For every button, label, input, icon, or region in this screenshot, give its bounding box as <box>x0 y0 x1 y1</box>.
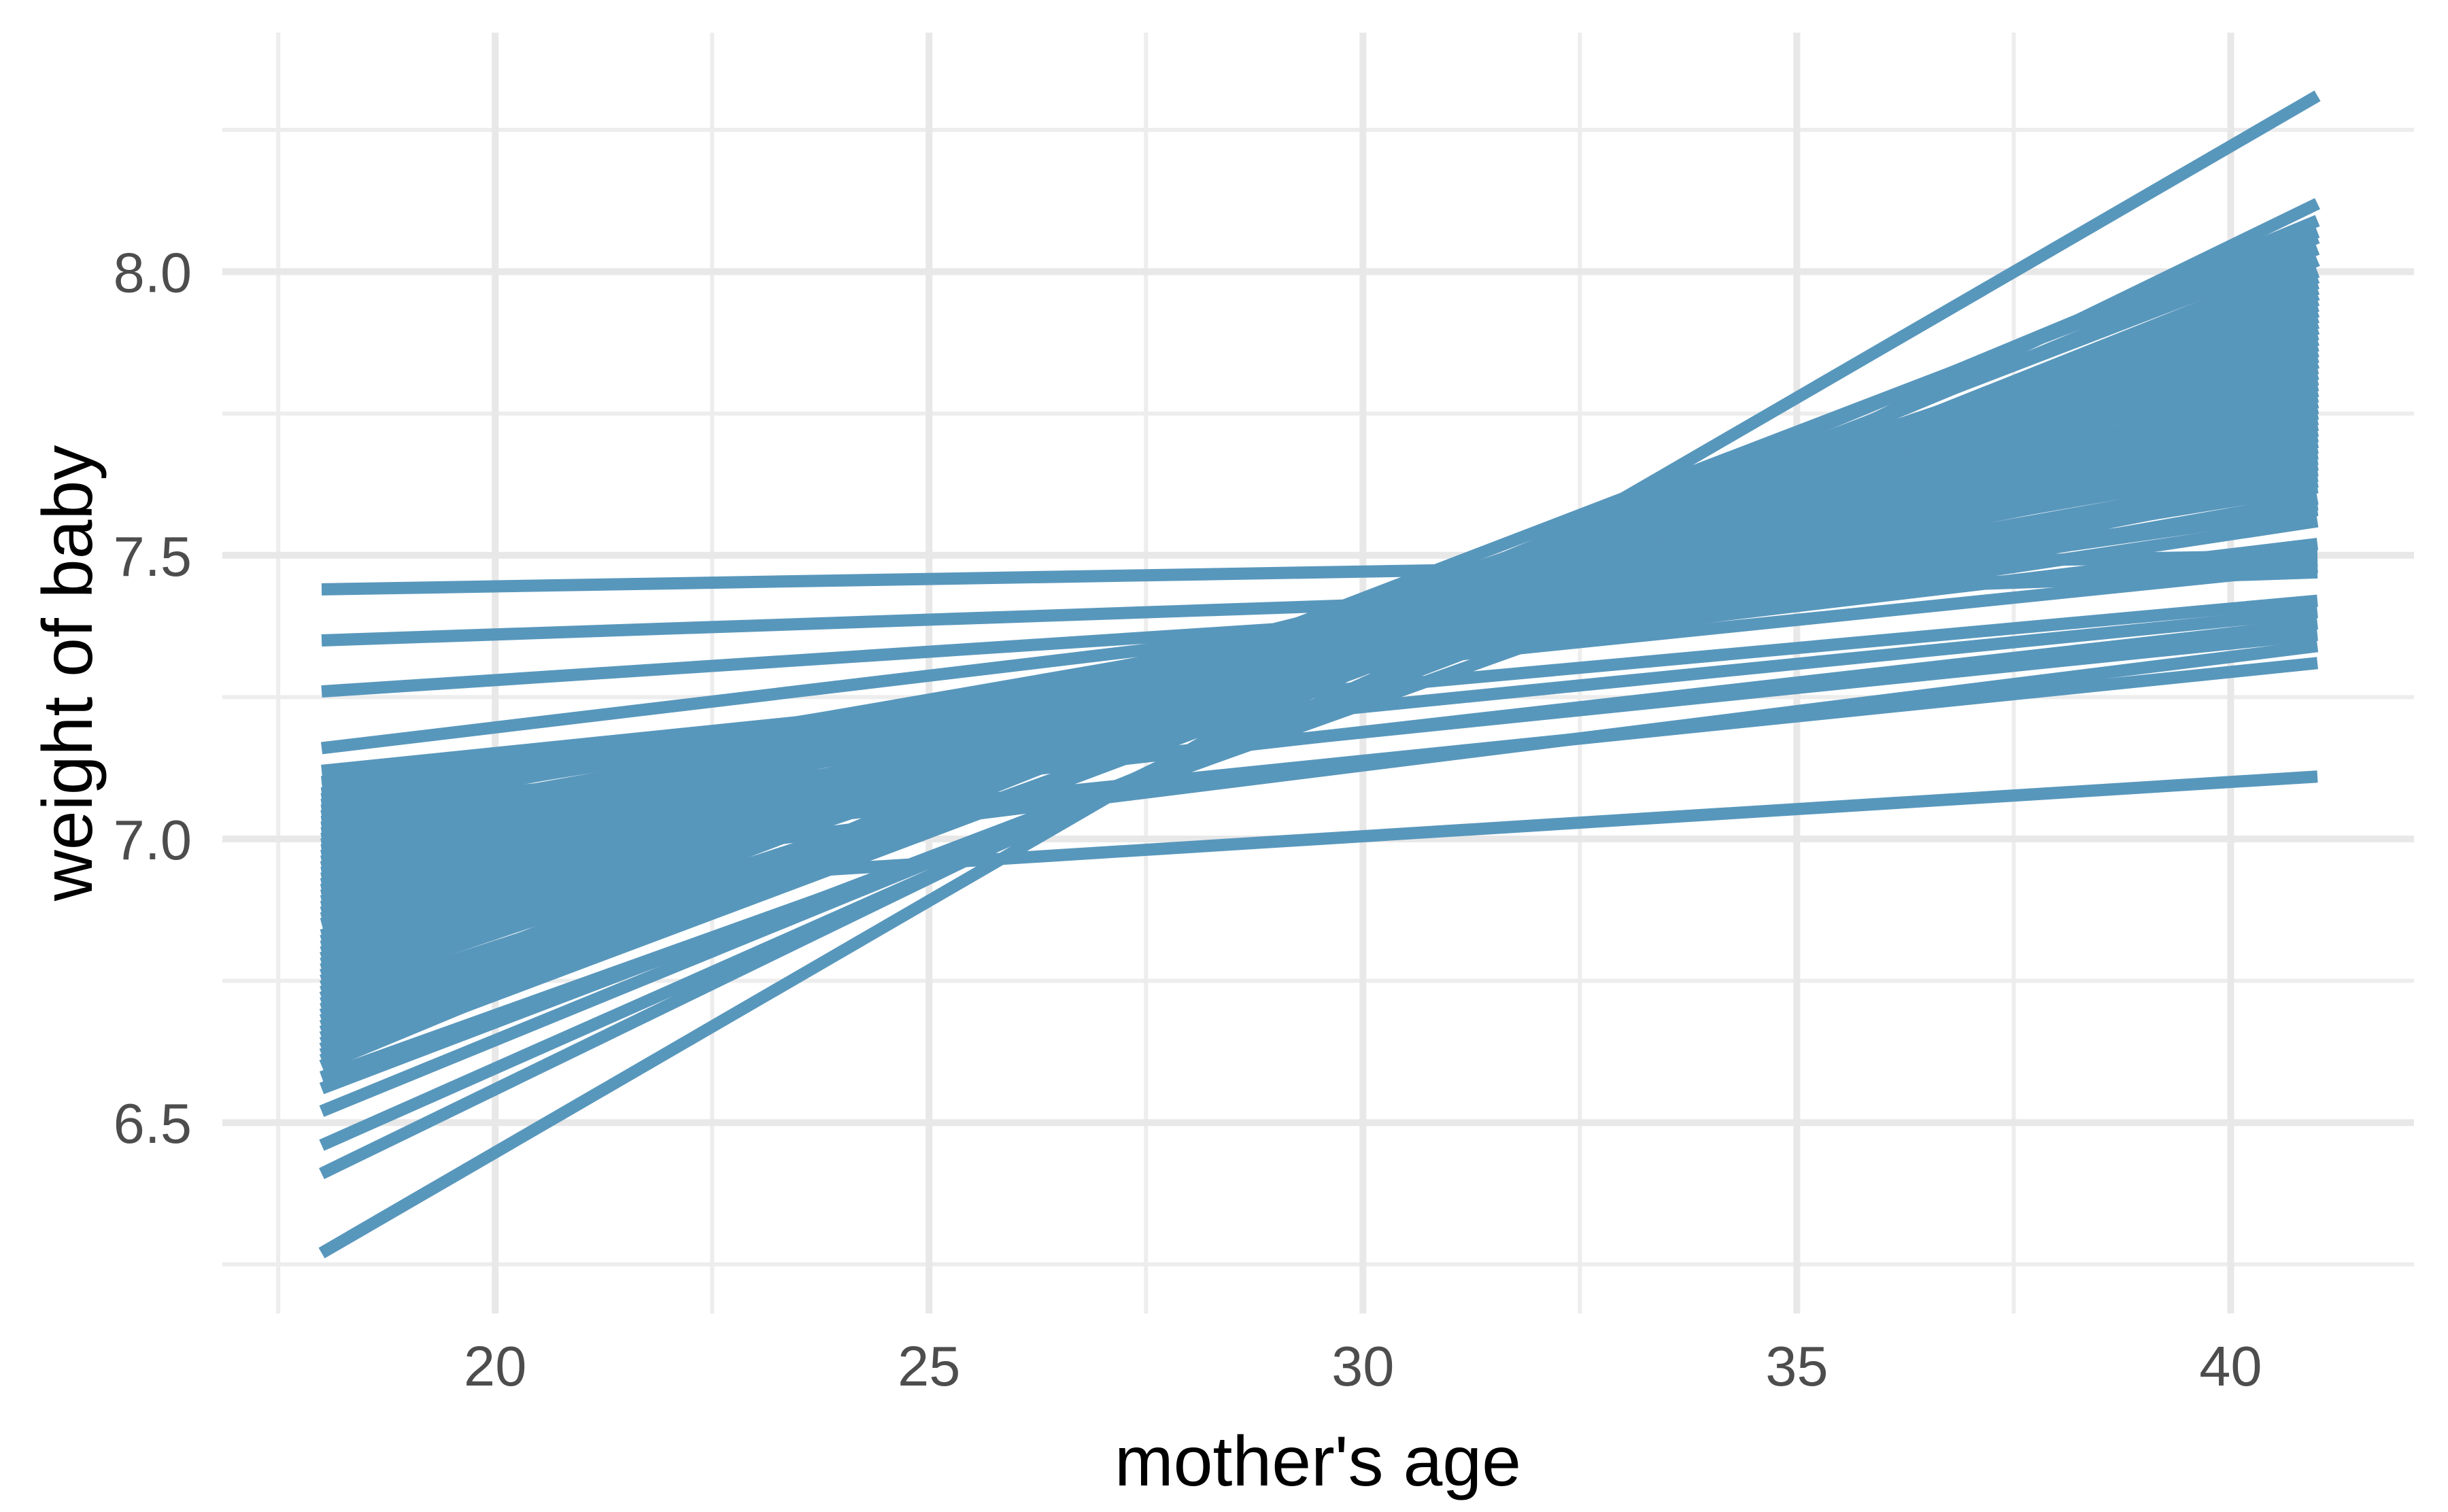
y-tick-label: 7.5 <box>114 525 192 588</box>
posterior-line <box>320 617 2319 857</box>
posterior-line <box>319 317 2320 1049</box>
y-axis-tick-labels: 6.5 7.0 7.5 8.0 <box>114 241 192 1156</box>
y-axis-title: weight of baby <box>29 445 107 901</box>
posterior-line <box>320 441 2319 868</box>
y-tick-label: 8.0 <box>114 241 192 305</box>
x-axis-title: mother's age <box>1115 1422 1521 1501</box>
y-tick-label: 6.5 <box>114 1092 192 1155</box>
posterior-line <box>320 396 2319 942</box>
x-tick-label: 30 <box>1331 1335 1394 1398</box>
posterior-line <box>319 356 2320 1083</box>
x-tick-label: 35 <box>1765 1335 1828 1398</box>
x-tick-label: 40 <box>2199 1335 2262 1398</box>
x-tick-label: 25 <box>898 1335 960 1398</box>
y-tick-label: 7.0 <box>114 808 192 872</box>
posterior-line <box>321 594 2318 789</box>
posterior-line <box>320 470 2319 806</box>
x-tick-label: 20 <box>464 1335 526 1398</box>
posterior-line <box>320 640 2319 902</box>
regression-lines <box>318 90 2321 1258</box>
posterior-line <box>319 226 2320 1004</box>
posterior-line <box>321 606 2318 817</box>
x-axis-tick-labels: 20 25 30 35 40 <box>464 1335 2262 1398</box>
